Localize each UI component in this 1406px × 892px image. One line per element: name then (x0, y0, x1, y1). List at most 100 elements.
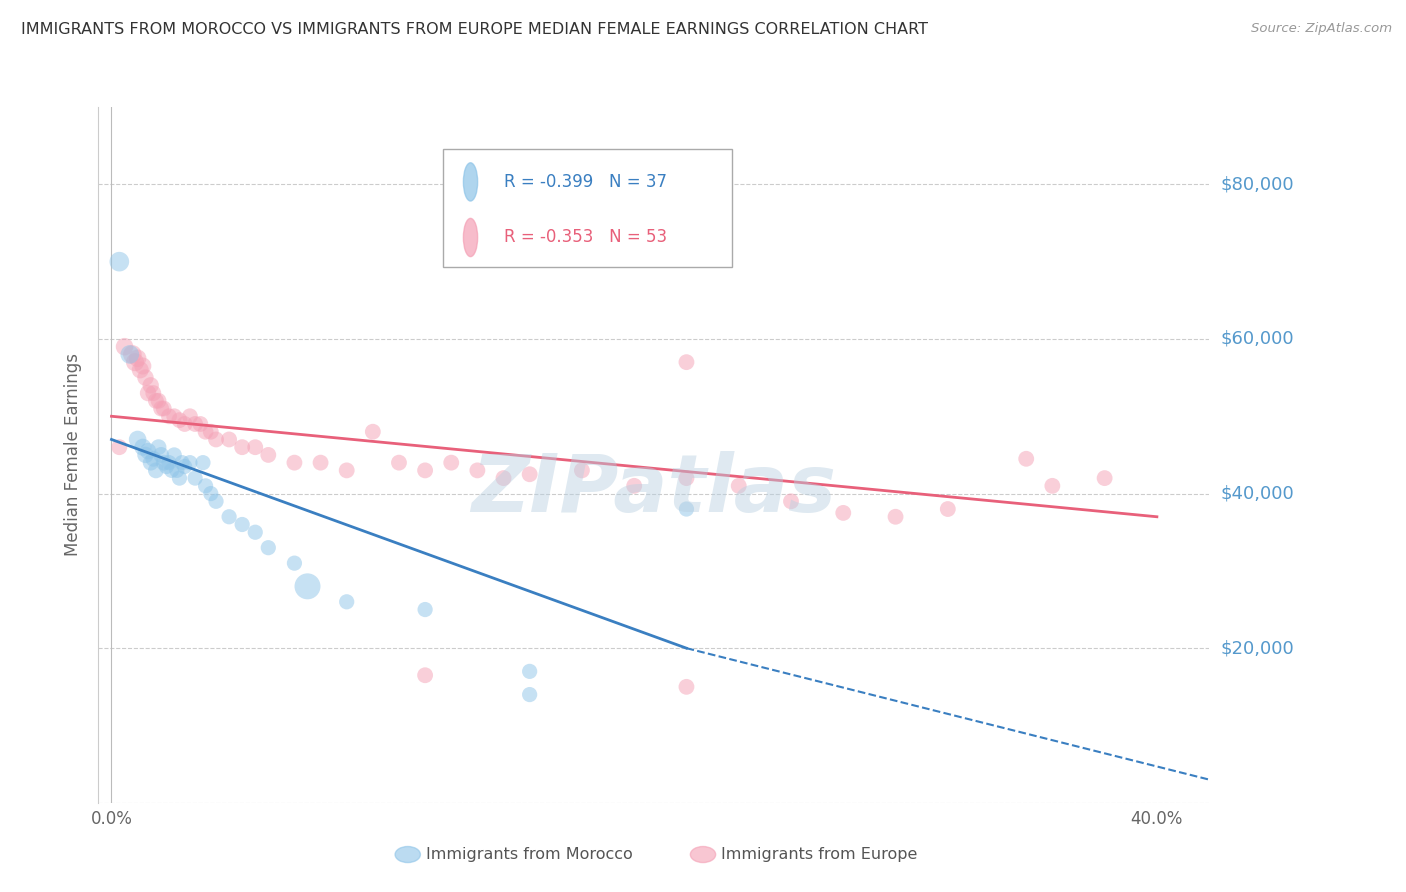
Point (145, 463, 167, 477)
Y-axis label: Median Female Earnings: Median Female Earnings (65, 353, 83, 557)
Point (1015, 451, 1038, 466)
Point (188, 417, 211, 431)
FancyBboxPatch shape (443, 149, 731, 267)
Point (297, 579, 319, 593)
Point (309, 456, 332, 470)
Point (184, 471, 207, 485)
Point (129, 363, 152, 377)
Ellipse shape (464, 219, 478, 257)
Point (467, 463, 489, 477)
Point (150, 448, 173, 462)
Point (179, 456, 201, 470)
Point (163, 448, 186, 462)
Point (148, 393, 170, 408)
Point (884, 509, 907, 524)
Text: Immigrants from Europe: Immigrants from Europe (721, 847, 918, 862)
Text: $60,000: $60,000 (1220, 330, 1294, 348)
Point (166, 463, 188, 477)
Point (283, 556, 305, 570)
Point (191, 456, 214, 470)
Text: $40,000: $40,000 (1220, 484, 1294, 502)
Point (132, 359, 155, 373)
Text: Source: ZipAtlas.com: Source: ZipAtlas.com (1251, 22, 1392, 36)
Point (124, 355, 146, 369)
Point (194, 425, 217, 439)
Point (157, 456, 180, 470)
Point (675, 355, 697, 369)
Point (519, 688, 541, 702)
Point (169, 471, 191, 485)
Point (134, 448, 156, 462)
Point (832, 506, 855, 520)
Point (936, 502, 959, 516)
Point (152, 401, 174, 416)
Text: R = -0.353   N = 53: R = -0.353 N = 53 (503, 228, 666, 246)
Point (218, 509, 240, 524)
Point (200, 425, 222, 439)
Point (134, 370, 156, 384)
Point (173, 417, 195, 431)
Point (150, 401, 173, 416)
Point (127, 351, 149, 366)
Point (169, 413, 191, 427)
Text: $20,000: $20,000 (1220, 640, 1294, 657)
Point (170, 456, 193, 470)
Point (1094, 471, 1116, 485)
Point (780, 494, 803, 508)
Point (245, 440, 267, 454)
Point (136, 386, 159, 401)
Point (205, 433, 228, 447)
Point (155, 459, 177, 474)
Text: $80,000: $80,000 (1220, 176, 1294, 194)
Point (127, 433, 149, 447)
Point (571, 463, 593, 477)
Point (623, 479, 645, 493)
Point (136, 444, 159, 458)
Point (231, 440, 253, 454)
Text: Immigrants from Morocco: Immigrants from Morocco (426, 847, 633, 862)
Point (142, 386, 165, 401)
Point (388, 456, 411, 470)
Point (160, 463, 183, 477)
Point (218, 433, 240, 447)
Point (519, 665, 541, 679)
Point (152, 456, 174, 470)
Point (142, 451, 165, 466)
Point (245, 525, 267, 540)
Point (231, 517, 253, 532)
Point (205, 494, 228, 508)
Point (139, 456, 162, 470)
Point (184, 417, 207, 431)
Point (336, 595, 359, 609)
Point (413, 463, 436, 477)
Point (194, 479, 217, 493)
Point (163, 409, 186, 424)
Text: ZIPatlas: ZIPatlas (471, 450, 837, 529)
Point (727, 479, 749, 493)
Point (157, 409, 180, 424)
Point (413, 668, 436, 682)
Point (108, 254, 131, 268)
Point (361, 425, 384, 439)
Point (148, 440, 170, 454)
Point (121, 347, 143, 361)
Point (336, 463, 359, 477)
Point (440, 456, 463, 470)
Point (132, 440, 155, 454)
Point (257, 448, 280, 462)
Text: IMMIGRANTS FROM MOROCCO VS IMMIGRANTS FROM EUROPE MEDIAN FEMALE EARNINGS CORRELA: IMMIGRANTS FROM MOROCCO VS IMMIGRANTS FR… (21, 22, 928, 37)
Point (675, 471, 697, 485)
Text: R = -0.399   N = 37: R = -0.399 N = 37 (503, 173, 666, 191)
Point (413, 602, 436, 616)
Point (145, 393, 167, 408)
Point (173, 459, 195, 474)
Point (675, 502, 697, 516)
Point (1040, 479, 1063, 493)
Point (118, 347, 141, 361)
Point (114, 340, 136, 354)
Point (179, 409, 201, 424)
Point (200, 486, 222, 500)
Ellipse shape (464, 162, 478, 201)
Point (283, 456, 305, 470)
Point (139, 378, 162, 392)
